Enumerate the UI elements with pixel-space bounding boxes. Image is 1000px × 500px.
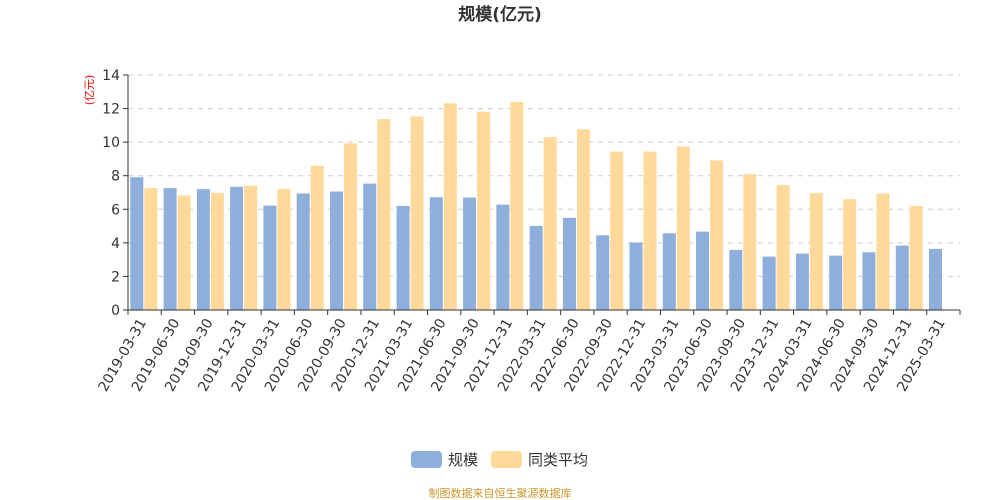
bar-peer-average [210,192,224,310]
bar-peer-average [909,205,923,310]
bar-scale [496,204,510,310]
bar-scale [230,186,244,310]
bar-peer-average [776,185,790,310]
bar-peer-average [144,188,158,310]
y-tick-label: 12 [102,102,120,118]
bar-peer-average [876,193,890,310]
bar-scale [296,193,310,310]
bar-peer-average [610,151,624,310]
legend-label-peer-average[interactable]: 同类平均 [528,451,588,469]
bar-peer-average [809,193,823,310]
bar-peer-average [277,188,291,310]
y-tick-label: 2 [111,269,120,285]
bar-scale [795,253,809,310]
source-note: 制图数据来自恒生聚源数据库 [429,486,572,500]
bar-peer-average [443,103,457,310]
y-tick-label: 6 [111,202,120,218]
bar-peer-average [477,111,491,310]
bar-scale [562,217,576,310]
legend-swatch-scale[interactable] [411,451,442,468]
bar-peer-average [343,143,357,310]
bar-peer-average [310,165,324,310]
chart-title: 规模(亿元) [458,4,542,25]
bar-scale [862,252,876,310]
bar-peer-average [410,116,424,310]
y-tick-label: 14 [102,68,120,84]
legend: 规模 同类平均 [411,451,588,469]
bar-scale [429,197,443,310]
bar-scale [529,225,543,310]
bar-scale [729,249,743,310]
bar-scale [662,233,676,310]
y-axis-unit: (亿元) [83,75,96,106]
bar-scale [130,177,144,310]
bar-scale [196,189,210,310]
bar-peer-average [510,102,524,311]
bar-peer-average [743,174,757,310]
bar-scale [163,188,177,310]
bar-scale [762,256,776,310]
bar-peer-average [177,195,191,310]
legend-swatch-peer-average[interactable] [491,451,522,468]
bar-scale [629,242,643,310]
y-tick-label: 10 [102,135,120,151]
y-tick-label: 8 [111,169,120,185]
y-tick-label: 0 [111,303,120,319]
bar-scale [463,197,477,310]
bar-scale [895,245,909,310]
bar-scale [696,231,710,310]
bar-peer-average [543,137,557,310]
bar-scale [396,205,410,310]
bar-peer-average [244,185,258,310]
bar-scale [363,183,377,310]
bar-peer-average [676,146,690,310]
bar-scale [829,255,843,310]
bar-scale [596,235,610,310]
bar-peer-average [377,119,391,311]
y-tick-label: 4 [111,236,120,252]
bar-peer-average [576,129,590,310]
bar-peer-average [843,199,857,310]
bar-peer-average [643,151,657,310]
legend-label-scale[interactable]: 规模 [448,451,478,469]
bar-scale [929,248,943,310]
bar-peer-average [710,160,724,310]
bar-scale [329,191,343,310]
bar-scale [263,205,277,310]
